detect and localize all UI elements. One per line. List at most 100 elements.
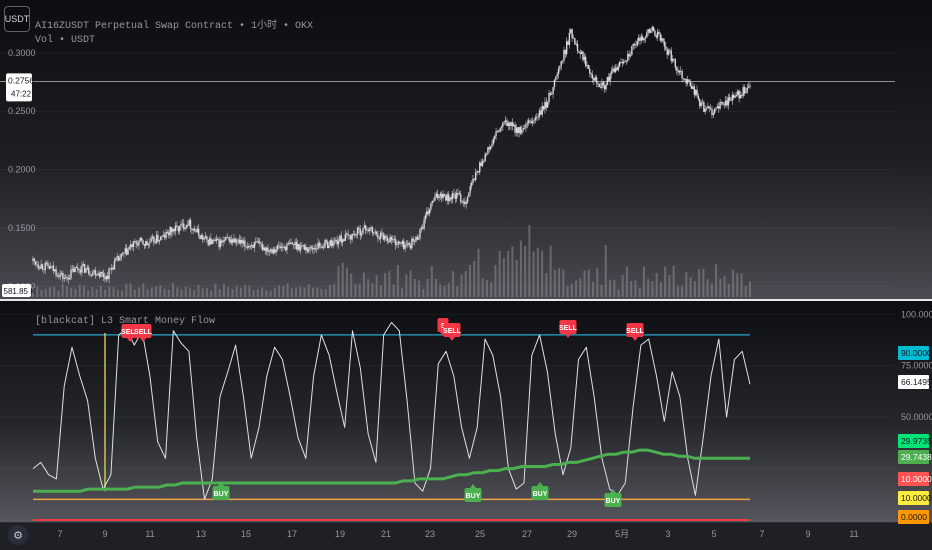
volume-bar xyxy=(138,287,141,297)
candle-body xyxy=(548,92,550,103)
candle-body xyxy=(58,275,60,278)
candle-body xyxy=(154,242,156,244)
candle-body xyxy=(149,242,151,244)
candle-body xyxy=(78,269,80,271)
candle-body xyxy=(633,43,636,45)
candle-body xyxy=(214,239,216,241)
candle-body xyxy=(248,245,250,248)
candle-body xyxy=(276,245,279,250)
volume-bar xyxy=(702,268,705,297)
oscillator-line xyxy=(32,322,751,500)
time-axis-label: 29 xyxy=(567,529,577,539)
candle-body xyxy=(534,117,537,121)
candle-body xyxy=(309,246,311,250)
candle-body xyxy=(671,58,674,61)
volume-bar xyxy=(155,286,158,297)
volume-bar xyxy=(129,283,132,297)
candle-body xyxy=(97,273,99,275)
candle-body xyxy=(390,236,393,241)
candle-body xyxy=(120,253,122,258)
volume-bar xyxy=(587,269,590,297)
candle-body xyxy=(256,241,258,243)
indicator-pane[interactable] xyxy=(0,301,932,522)
candle-body xyxy=(707,106,709,109)
candle-body xyxy=(565,41,568,55)
candle-body xyxy=(90,274,93,276)
volume-bar xyxy=(460,274,463,297)
candle-body xyxy=(408,243,410,246)
candle-body xyxy=(303,244,306,250)
candle-body xyxy=(117,256,120,261)
candle-body xyxy=(75,267,78,268)
candle-body xyxy=(598,83,600,88)
candle-body xyxy=(326,241,329,249)
volume-bar xyxy=(299,287,302,297)
currency-button[interactable]: USDT xyxy=(4,6,30,32)
candle-body xyxy=(697,95,700,100)
candle-body xyxy=(170,227,173,233)
candle-body xyxy=(364,225,367,231)
volume-bar xyxy=(303,287,306,297)
candle-body xyxy=(379,232,382,239)
candle-body xyxy=(635,44,637,46)
candle-body xyxy=(593,78,595,81)
candle-body xyxy=(105,275,108,280)
candle-body xyxy=(476,171,478,173)
candle-body xyxy=(465,202,467,205)
candle-body xyxy=(449,197,451,202)
candle-body xyxy=(320,246,322,248)
candle-body xyxy=(210,238,212,245)
candle-body xyxy=(54,269,56,272)
volume-bar xyxy=(740,273,743,297)
candle-body xyxy=(329,240,332,246)
candle-body xyxy=(94,270,97,276)
candle-body xyxy=(735,94,738,96)
candle-body xyxy=(287,243,289,245)
volume-legend[interactable]: Vol • USDT xyxy=(35,35,96,46)
candle-body xyxy=(369,228,371,232)
volume-bar xyxy=(40,290,43,297)
volume-bar xyxy=(473,261,476,297)
candle-body xyxy=(40,264,42,269)
candle-body xyxy=(62,272,64,279)
candle-body xyxy=(715,108,717,109)
volume-bar xyxy=(439,284,442,297)
candle-body xyxy=(616,67,618,71)
candle-body xyxy=(51,265,53,267)
settings-gear-icon[interactable]: ⚙ xyxy=(8,525,28,545)
candle-body xyxy=(337,241,340,245)
candle-body xyxy=(407,243,409,245)
candle-body xyxy=(536,117,538,118)
price-tick-label: 0.1500 xyxy=(8,223,36,233)
indicator-legend[interactable]: [blackcat] L3 Smart Money Flow xyxy=(35,316,216,327)
volume-bar xyxy=(239,287,242,297)
volume-bar xyxy=(553,269,556,297)
time-axis[interactable] xyxy=(0,522,932,550)
candle-body xyxy=(354,233,356,236)
volume-bar xyxy=(328,285,331,297)
candle-body xyxy=(295,242,298,250)
candle-body xyxy=(121,253,124,255)
candle-body xyxy=(495,131,497,136)
volume-bar xyxy=(112,287,115,297)
candle-body xyxy=(426,211,428,216)
price-pane[interactable] xyxy=(0,0,932,299)
symbol-legend[interactable]: AI16ZUSDT Perpetual Swap Contract • 1小时 … xyxy=(35,21,314,32)
pane-separator[interactable] xyxy=(0,299,932,301)
candle-body xyxy=(666,49,668,55)
volume-bar xyxy=(413,278,416,297)
candle-body xyxy=(305,247,307,250)
candle-body xyxy=(299,246,302,251)
candle-body xyxy=(112,267,114,270)
candle-body xyxy=(180,224,182,226)
candle-body xyxy=(282,246,284,248)
candle-body xyxy=(503,122,505,123)
candle-body xyxy=(544,101,546,110)
candle-body xyxy=(553,79,556,88)
volume-bar xyxy=(625,266,628,297)
candle-body xyxy=(189,219,192,229)
candle-body xyxy=(164,235,166,238)
candle-body xyxy=(742,87,744,96)
candle-body xyxy=(627,53,629,61)
